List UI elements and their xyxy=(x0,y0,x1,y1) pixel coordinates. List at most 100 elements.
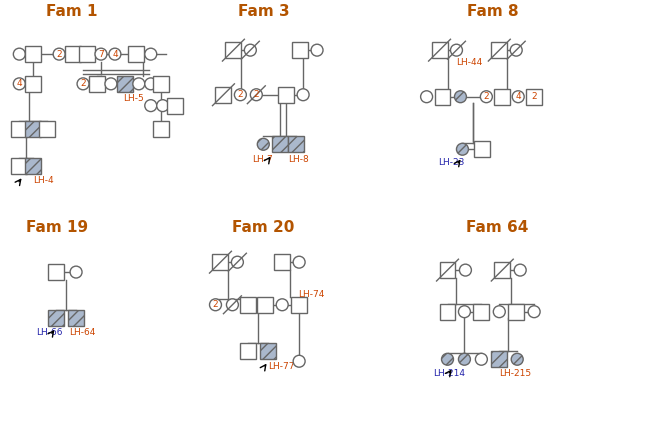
Circle shape xyxy=(257,138,269,150)
Bar xyxy=(440,304,455,319)
Bar xyxy=(279,87,294,103)
Text: Fam 64: Fam 64 xyxy=(467,221,529,236)
Circle shape xyxy=(145,100,156,112)
Bar xyxy=(291,297,307,313)
Text: LH-74: LH-74 xyxy=(298,290,325,299)
Text: 4: 4 xyxy=(112,49,117,58)
Bar xyxy=(68,310,84,326)
Bar xyxy=(79,46,95,62)
Circle shape xyxy=(145,78,156,90)
Bar xyxy=(89,76,105,92)
Bar xyxy=(272,136,288,152)
Circle shape xyxy=(493,306,506,318)
Circle shape xyxy=(528,306,540,318)
Text: Fam 1: Fam 1 xyxy=(46,4,98,19)
Text: LH-4: LH-4 xyxy=(33,176,54,185)
Circle shape xyxy=(53,48,65,60)
Bar xyxy=(226,42,242,58)
Circle shape xyxy=(226,299,238,311)
Text: Fam 8: Fam 8 xyxy=(467,4,519,19)
Bar xyxy=(39,122,55,137)
Text: Fam 19: Fam 19 xyxy=(26,221,88,236)
Text: LH-8: LH-8 xyxy=(288,155,309,164)
Bar xyxy=(432,42,447,58)
Bar xyxy=(434,89,451,104)
Circle shape xyxy=(109,48,121,60)
Bar xyxy=(152,76,169,92)
Circle shape xyxy=(442,353,453,365)
Bar xyxy=(25,76,41,92)
Bar xyxy=(257,297,273,313)
Text: Fam 3: Fam 3 xyxy=(238,4,290,19)
Bar xyxy=(473,304,489,319)
Circle shape xyxy=(156,100,169,112)
Circle shape xyxy=(459,353,471,365)
Bar xyxy=(475,141,490,157)
Circle shape xyxy=(105,78,117,90)
Bar xyxy=(25,46,41,62)
Text: LH-44: LH-44 xyxy=(457,58,482,67)
Text: 2: 2 xyxy=(213,300,218,309)
Bar xyxy=(260,344,277,359)
Bar xyxy=(240,344,256,359)
Bar xyxy=(65,46,81,62)
Circle shape xyxy=(480,91,492,103)
Bar xyxy=(48,310,64,326)
Circle shape xyxy=(95,48,107,60)
Bar xyxy=(213,254,228,270)
Bar xyxy=(288,136,304,152)
Text: LH-66: LH-66 xyxy=(36,328,63,337)
Text: LH-5: LH-5 xyxy=(123,94,144,103)
Text: 2: 2 xyxy=(56,49,62,58)
Bar xyxy=(526,89,542,104)
Text: LH-214: LH-214 xyxy=(434,369,465,378)
Text: 4: 4 xyxy=(515,92,521,101)
Circle shape xyxy=(475,353,487,365)
Bar xyxy=(494,89,510,104)
Bar xyxy=(240,297,256,313)
Circle shape xyxy=(457,143,469,155)
Circle shape xyxy=(420,91,432,103)
Circle shape xyxy=(451,44,463,56)
Circle shape xyxy=(209,299,222,311)
Circle shape xyxy=(459,264,471,276)
Circle shape xyxy=(514,264,526,276)
Bar xyxy=(11,158,27,174)
Circle shape xyxy=(232,256,244,268)
Bar xyxy=(25,122,41,137)
Bar xyxy=(48,264,64,280)
Bar xyxy=(128,46,144,62)
Circle shape xyxy=(133,78,145,90)
Text: 4: 4 xyxy=(16,80,22,88)
Circle shape xyxy=(293,355,305,367)
Text: 7: 7 xyxy=(98,49,104,58)
Bar xyxy=(152,122,169,137)
Circle shape xyxy=(250,89,262,101)
Circle shape xyxy=(311,44,323,56)
Circle shape xyxy=(510,44,522,56)
Circle shape xyxy=(512,91,524,103)
Circle shape xyxy=(77,78,89,90)
Bar xyxy=(167,98,183,114)
Text: LH-64: LH-64 xyxy=(69,328,96,337)
Bar xyxy=(275,254,290,270)
Bar xyxy=(292,42,308,58)
Bar xyxy=(215,87,232,103)
Circle shape xyxy=(13,48,25,60)
Bar xyxy=(491,351,508,367)
Text: 2: 2 xyxy=(81,80,86,88)
Circle shape xyxy=(277,299,288,311)
Circle shape xyxy=(234,89,246,101)
Circle shape xyxy=(455,91,467,103)
Bar xyxy=(25,158,41,174)
Text: Fam 20: Fam 20 xyxy=(232,221,295,236)
Bar xyxy=(491,42,508,58)
Circle shape xyxy=(297,89,309,101)
Circle shape xyxy=(512,353,523,365)
Circle shape xyxy=(293,256,305,268)
Text: LH-7: LH-7 xyxy=(252,155,273,164)
Text: LH-23: LH-23 xyxy=(438,158,465,166)
Bar xyxy=(440,262,455,278)
Text: 2: 2 xyxy=(484,92,489,101)
Text: 2: 2 xyxy=(253,90,259,99)
